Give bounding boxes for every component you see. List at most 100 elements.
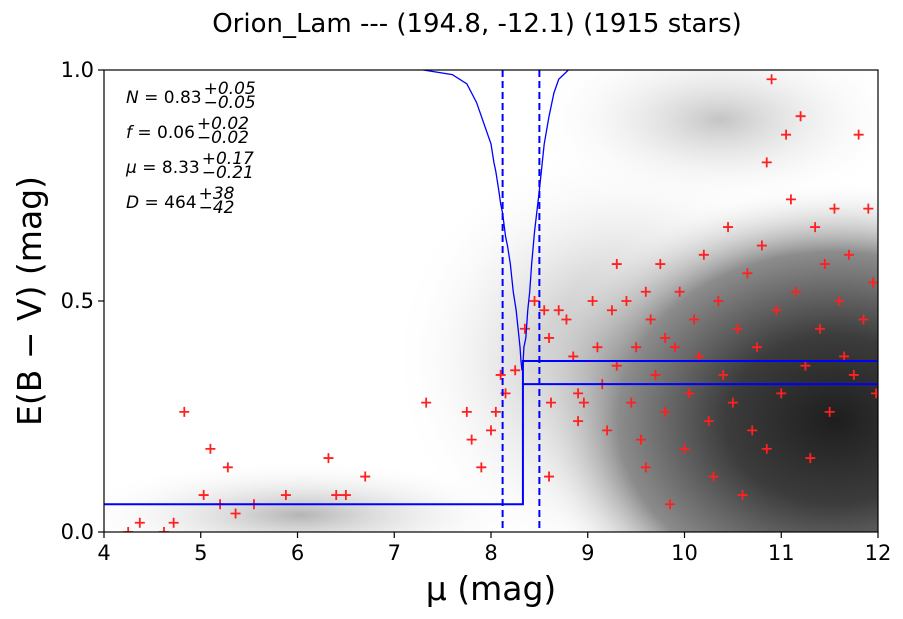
star-point [732,323,743,334]
star-point [640,462,651,473]
star-point [737,490,748,501]
star-point [519,323,530,334]
star-point [561,314,572,325]
star-point [635,434,646,445]
y-axis-label: E(B − V) (mag) [10,176,49,426]
star-point [660,332,671,343]
star-point [698,249,709,260]
star-point [134,517,145,528]
star-point [573,416,584,427]
star-point [490,406,501,417]
star-point [486,425,496,436]
annotation-upper-error: +0.17 [202,149,254,169]
fit-annotation: μ = 8.33 [125,158,200,178]
model-step-line [104,383,878,506]
fit-annotations: N = 0.83 +0.05−0.05 f = 0.06 +0.02−0.02 μ = … [125,79,256,218]
star-point [655,259,666,270]
star-point [843,249,854,260]
chart-title: Orion_Lam --- (194.8, -12.1) (1915 stars… [212,9,742,39]
star-point [568,351,579,362]
star-point [805,453,816,464]
star-point [703,416,714,427]
star-point [640,286,651,297]
annotation-upper-error: +0.02 [197,114,249,134]
star-point [674,286,685,297]
y-axis-ticks: 0.0 0.5 1.0 [61,58,104,544]
star-point [871,388,878,399]
y-tick-label: 1.0 [61,58,94,82]
star-point [611,259,622,270]
star-point [814,323,825,334]
star-point [868,277,878,288]
star-point [123,527,134,532]
model-lines [104,70,878,532]
star-point [766,74,777,85]
star-point [713,296,724,306]
star-point [718,369,729,380]
likelihood-curve [423,70,569,371]
star-point [863,203,874,214]
star-point [573,388,584,399]
star-point [839,351,850,362]
star-point [158,527,169,532]
x-tick-label: 4 [97,541,110,565]
star-point [723,222,734,233]
star-point [476,462,487,473]
star-point [222,462,233,473]
annotation-lower-error: −42 [199,198,235,218]
star-point [853,129,864,140]
star-point [544,332,555,343]
star-point [689,314,700,325]
star-point [848,369,859,380]
star-point [819,259,830,270]
star-point [795,111,806,122]
star-point [858,314,869,325]
star-point [761,443,772,454]
x-tick-label: 10 [671,541,698,565]
x-axis-ticks: 4 5 6 7 8 9 10 11 12 [97,532,891,565]
star-point [179,406,190,417]
star-point [621,296,632,306]
star-point [776,388,787,399]
x-tick-label: 7 [388,541,401,565]
x-tick-label: 6 [291,541,304,565]
star-point [781,129,792,140]
star-point [553,305,564,316]
x-tick-label: 5 [194,541,207,565]
star-point [544,471,555,482]
star-point [708,471,719,482]
star-point [752,342,763,353]
annotation-lower-error: −0.02 [197,128,249,148]
star-point [669,342,680,353]
star-point [606,305,617,316]
star-point [626,397,637,408]
star-point [592,342,603,353]
star-point [198,490,209,501]
star-point [829,203,840,214]
star-point [650,369,661,380]
star-point [684,388,695,399]
fit-annotation: D = 464 [126,193,197,213]
star-point [461,406,472,417]
star-point [747,425,758,436]
star-point [602,425,613,436]
annotation-upper-error: +0.05 [204,79,256,99]
star-point [785,194,796,205]
star-point [510,365,521,376]
star-point [545,397,556,408]
star-point [810,222,821,233]
star-point [495,369,506,380]
star-point [645,314,656,325]
star-point [771,305,782,316]
star-point [360,471,371,482]
star-point [323,453,334,464]
star-point [280,490,291,501]
star-point [660,406,671,417]
star-point [587,296,598,306]
star-point [331,490,342,501]
star-point [421,397,432,408]
annotation-upper-error: +38 [199,184,235,204]
star-points [123,74,878,532]
star-point [824,406,835,417]
y-tick-label: 0.0 [61,520,94,544]
